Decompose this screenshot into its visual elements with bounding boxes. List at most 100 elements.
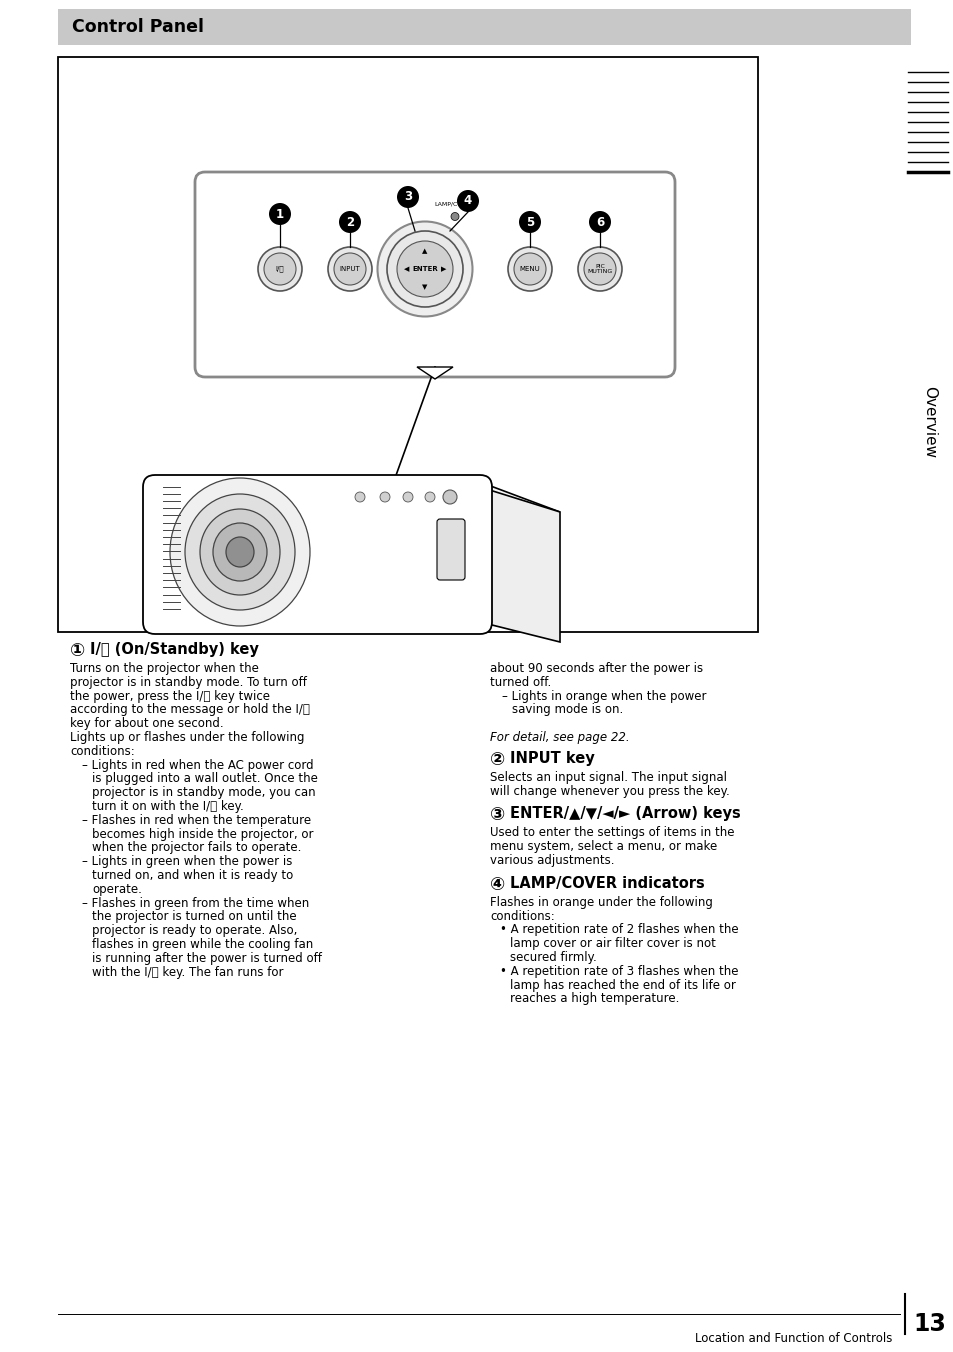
Text: turned off.: turned off.: [490, 676, 551, 688]
Circle shape: [396, 187, 418, 208]
Circle shape: [588, 211, 610, 233]
Text: the projector is turned on until the: the projector is turned on until the: [91, 910, 296, 923]
Text: – Flashes in green from the time when: – Flashes in green from the time when: [82, 896, 309, 910]
Text: saving mode is on.: saving mode is on.: [512, 703, 622, 717]
Text: ▼: ▼: [422, 284, 427, 291]
FancyBboxPatch shape: [143, 475, 492, 634]
Text: secured firmly.: secured firmly.: [510, 950, 597, 964]
Text: I/⌛ (On/Standby) key: I/⌛ (On/Standby) key: [90, 642, 258, 657]
Ellipse shape: [170, 479, 310, 626]
Text: when the projector fails to operate.: when the projector fails to operate.: [91, 841, 301, 854]
Text: projector is ready to operate. Also,: projector is ready to operate. Also,: [91, 925, 297, 937]
Text: ▶: ▶: [440, 266, 445, 272]
Text: operate.: operate.: [91, 883, 142, 896]
Text: 13: 13: [913, 1311, 945, 1336]
Ellipse shape: [185, 493, 294, 610]
Text: turn it on with the I/⌛ key.: turn it on with the I/⌛ key.: [91, 800, 244, 813]
Text: becomes high inside the projector, or: becomes high inside the projector, or: [91, 827, 314, 841]
Circle shape: [583, 253, 616, 285]
Text: • A repetition rate of 2 flashes when the: • A repetition rate of 2 flashes when th…: [499, 923, 738, 937]
Text: ③: ③: [490, 806, 505, 825]
Text: Location and Function of Controls: Location and Function of Controls: [695, 1332, 891, 1345]
FancyBboxPatch shape: [58, 57, 758, 631]
Circle shape: [355, 492, 365, 502]
Text: conditions:: conditions:: [70, 745, 134, 758]
Text: LAMP/COVER indicators: LAMP/COVER indicators: [510, 876, 704, 891]
Text: 3: 3: [403, 191, 412, 204]
Circle shape: [451, 212, 458, 220]
Circle shape: [269, 203, 291, 224]
Polygon shape: [154, 483, 559, 522]
Circle shape: [257, 247, 302, 291]
Text: ②: ②: [490, 750, 505, 769]
Text: lamp cover or air filter cover is not: lamp cover or air filter cover is not: [510, 937, 715, 950]
Text: Control Panel: Control Panel: [71, 18, 204, 37]
Text: with the I/⌛ key. The fan runs for: with the I/⌛ key. The fan runs for: [91, 965, 283, 979]
Text: ④: ④: [490, 876, 505, 894]
Text: 2: 2: [346, 215, 354, 228]
Circle shape: [507, 247, 552, 291]
Circle shape: [518, 211, 540, 233]
Text: LAMP/COVER: LAMP/COVER: [435, 201, 475, 207]
Text: turned on, and when it is ready to: turned on, and when it is ready to: [91, 869, 293, 882]
Circle shape: [396, 241, 453, 297]
Circle shape: [402, 492, 413, 502]
Text: lamp has reached the end of its life or: lamp has reached the end of its life or: [510, 979, 735, 991]
Text: about 90 seconds after the power is: about 90 seconds after the power is: [490, 662, 702, 675]
Text: 6: 6: [596, 215, 603, 228]
Text: – Flashes in red when the temperature: – Flashes in red when the temperature: [82, 814, 311, 827]
Circle shape: [456, 191, 478, 212]
Polygon shape: [154, 487, 479, 622]
Text: ◀: ◀: [404, 266, 409, 272]
Text: projector is in standby mode. To turn off: projector is in standby mode. To turn of…: [70, 676, 307, 688]
Text: 5: 5: [525, 215, 534, 228]
Circle shape: [264, 253, 295, 285]
Circle shape: [379, 492, 390, 502]
Text: Overview: Overview: [922, 385, 937, 458]
Text: will change whenever you press the key.: will change whenever you press the key.: [490, 784, 729, 798]
Text: the power, press the I/⌛ key twice: the power, press the I/⌛ key twice: [70, 690, 270, 703]
Text: reaches a high temperature.: reaches a high temperature.: [510, 992, 679, 1006]
Text: I/⏻: I/⏻: [275, 266, 284, 272]
Text: Selects an input signal. The input signal: Selects an input signal. The input signa…: [490, 771, 726, 784]
Circle shape: [328, 247, 372, 291]
Text: key for about one second.: key for about one second.: [70, 717, 223, 730]
Text: 1: 1: [275, 207, 284, 220]
Text: For detail, see page 22.: For detail, see page 22.: [490, 731, 629, 744]
Text: INPUT: INPUT: [339, 266, 360, 272]
Text: – Lights in green when the power is: – Lights in green when the power is: [82, 856, 292, 868]
FancyBboxPatch shape: [58, 9, 910, 45]
Text: ①: ①: [70, 642, 85, 660]
Text: conditions:: conditions:: [490, 910, 554, 922]
Text: • A repetition rate of 3 flashes when the: • A repetition rate of 3 flashes when th…: [499, 965, 738, 977]
Text: Flashes in orange under the following: Flashes in orange under the following: [490, 896, 712, 909]
Text: flashes in green while the cooling fan: flashes in green while the cooling fan: [91, 938, 313, 950]
Circle shape: [424, 492, 435, 502]
FancyBboxPatch shape: [194, 172, 675, 377]
Circle shape: [514, 253, 545, 285]
Text: 4: 4: [463, 195, 472, 207]
Text: is running after the power is turned off: is running after the power is turned off: [91, 952, 321, 965]
Circle shape: [578, 247, 621, 291]
Text: ENTER: ENTER: [412, 266, 437, 272]
Text: MENU: MENU: [519, 266, 539, 272]
Text: ▲: ▲: [422, 247, 427, 254]
Text: – Lights in red when the AC power cord: – Lights in red when the AC power cord: [82, 758, 314, 772]
Text: ENTER/▲/▼/◄/► (Arrow) keys: ENTER/▲/▼/◄/► (Arrow) keys: [510, 806, 740, 822]
Text: according to the message or hold the I/⌛: according to the message or hold the I/⌛: [70, 703, 310, 717]
Ellipse shape: [226, 537, 253, 566]
Text: menu system, select a menu, or make: menu system, select a menu, or make: [490, 840, 717, 853]
FancyBboxPatch shape: [436, 519, 464, 580]
Circle shape: [377, 222, 472, 316]
Ellipse shape: [200, 508, 280, 595]
Text: various adjustments.: various adjustments.: [490, 854, 614, 867]
Text: Lights up or flashes under the following: Lights up or flashes under the following: [70, 731, 304, 744]
Circle shape: [442, 489, 456, 504]
Text: projector is in standby mode, you can: projector is in standby mode, you can: [91, 787, 315, 799]
Circle shape: [387, 231, 462, 307]
Ellipse shape: [213, 523, 267, 581]
Polygon shape: [416, 366, 453, 379]
Text: is plugged into a wall outlet. Once the: is plugged into a wall outlet. Once the: [91, 772, 317, 786]
Polygon shape: [479, 487, 559, 642]
Text: Used to enter the settings of items in the: Used to enter the settings of items in t…: [490, 826, 734, 840]
